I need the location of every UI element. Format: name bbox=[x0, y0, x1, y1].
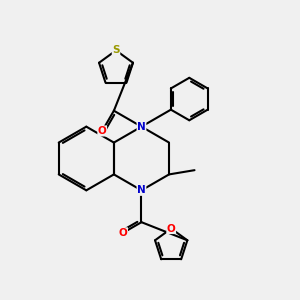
Text: N: N bbox=[137, 185, 146, 195]
Text: O: O bbox=[98, 126, 106, 136]
Text: O: O bbox=[167, 224, 176, 234]
Text: N: N bbox=[137, 122, 146, 132]
Text: O: O bbox=[119, 228, 128, 238]
Text: S: S bbox=[112, 45, 120, 56]
